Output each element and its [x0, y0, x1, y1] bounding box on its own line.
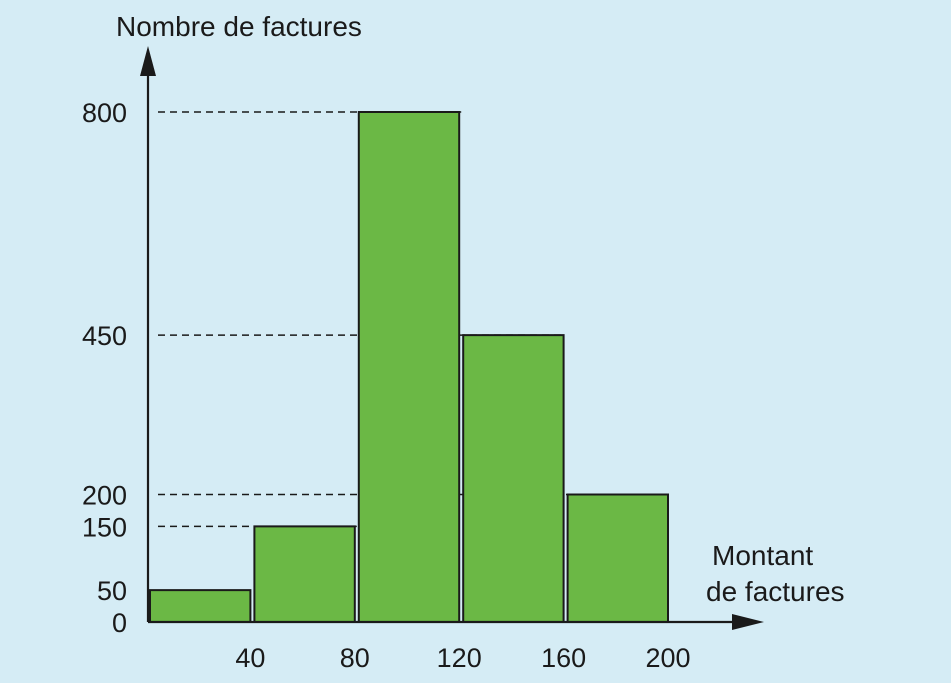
- histogram-bar-1: [149, 589, 252, 623]
- histogram-bar-2: [253, 525, 356, 623]
- y-axis-title: Nombre de factures: [116, 11, 362, 42]
- x-tick-label: 80: [340, 643, 370, 673]
- y-tick-label: 450: [82, 321, 127, 351]
- histogram-bar-4: [462, 334, 565, 623]
- x-tick-label: 120: [437, 643, 482, 673]
- x-axis-title-line-1: Montant: [712, 540, 813, 571]
- x-tick-label: 200: [645, 643, 690, 673]
- histogram-bar-5: [566, 493, 669, 623]
- histogram-bar-3: [357, 111, 461, 623]
- x-tick-label: 40: [235, 643, 265, 673]
- x-axis-arrow-icon: [732, 614, 764, 630]
- y-tick-label: 0: [112, 608, 127, 638]
- x-tick-label: 160: [541, 643, 586, 673]
- y-axis-arrow-icon: [140, 46, 156, 76]
- y-tick-label: 50: [97, 576, 127, 606]
- x-axis-title-line-2: de factures: [706, 576, 845, 607]
- y-tick-label: 800: [82, 98, 127, 128]
- y-tick-label: 150: [82, 512, 127, 542]
- y-tick-label: 200: [82, 481, 127, 511]
